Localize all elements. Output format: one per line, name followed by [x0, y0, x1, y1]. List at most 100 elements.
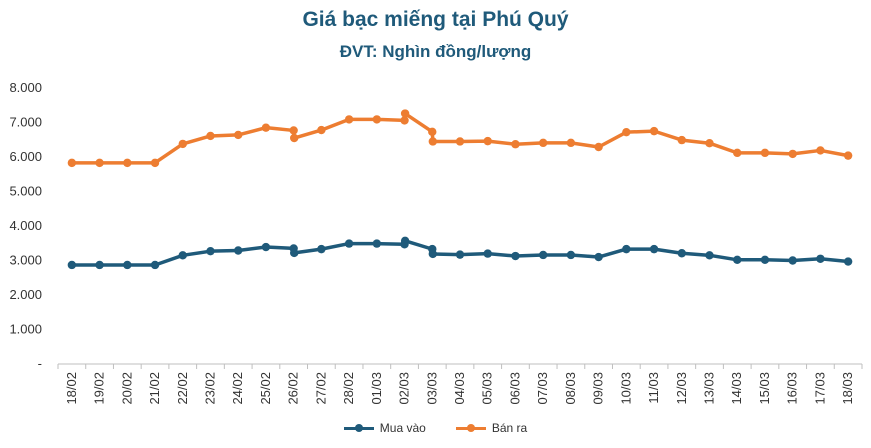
data-point-mua-vao	[843, 257, 853, 266]
data-point-ban-ra	[760, 148, 770, 158]
x-tick-label: 11/03	[646, 372, 661, 404]
data-point-ban-ra	[594, 142, 603, 152]
data-point-mua-vao	[788, 256, 797, 265]
data-point-ban-ra	[261, 123, 271, 132]
x-tick-label: 18/03	[840, 372, 855, 405]
data-point-ban-ra	[816, 146, 825, 155]
data-point-mua-vao	[95, 260, 104, 270]
y-tick-label: 2.000	[9, 287, 42, 302]
y-tick-label: -	[38, 356, 42, 371]
x-tick-label: 19/02	[92, 372, 107, 405]
data-point-mua-vao	[455, 250, 465, 259]
data-point-mua-vao	[123, 260, 132, 270]
data-point-ban-ra	[123, 158, 132, 168]
legend-item-mua-vao: Mua vào	[343, 421, 426, 435]
data-point-ban-ra	[400, 109, 410, 118]
x-tick-label: 20/02	[119, 372, 134, 405]
chart-subtitle: ĐVT: Nghìn đồng/lượng	[339, 42, 532, 61]
data-point-ban-ra	[428, 137, 438, 146]
x-tick-label: 24/02	[230, 372, 245, 405]
data-point-ban-ra	[150, 158, 160, 168]
data-point-mua-vao	[400, 236, 410, 246]
data-point-ban-ra	[289, 126, 298, 135]
data-point-mua-vao	[649, 244, 659, 254]
x-tick-label: 07/03	[535, 372, 550, 405]
data-point-ban-ra	[67, 158, 77, 168]
data-point-mua-vao	[261, 242, 271, 252]
data-point-mua-vao	[150, 260, 160, 270]
legend-label-ban-ra: Bán ra	[491, 421, 528, 435]
data-point-ban-ra	[566, 138, 576, 148]
data-point-mua-vao	[428, 249, 438, 259]
data-point-ban-ra	[400, 116, 409, 125]
data-point-ban-ra	[538, 138, 548, 148]
x-tick-label: 16/03	[785, 372, 800, 405]
x-tick-label: 28/02	[341, 372, 356, 405]
y-tick-label: 8.000	[9, 80, 42, 95]
x-tick-label: 22/02	[175, 372, 190, 405]
data-point-ban-ra	[234, 130, 243, 140]
data-point-ban-ra	[428, 127, 437, 137]
data-point-ban-ra	[455, 137, 465, 146]
data-point-mua-vao	[344, 239, 354, 248]
data-point-mua-vao	[483, 249, 492, 258]
data-point-mua-vao	[538, 250, 548, 260]
x-tick-label: 06/03	[507, 372, 522, 405]
legend-swatch-ban-ra	[455, 423, 486, 432]
data-point-ban-ra	[290, 133, 299, 143]
x-tick-label: 12/03	[674, 372, 689, 405]
data-point-ban-ra	[483, 136, 492, 146]
x-tick-label: 27/02	[313, 372, 328, 405]
x-tick-label: 03/03	[424, 372, 439, 405]
x-tick-label: 26/02	[286, 372, 301, 405]
y-tick-label: 3.000	[9, 253, 42, 268]
data-point-ban-ra	[206, 131, 215, 141]
legend-swatch-mua-vao	[343, 423, 374, 432]
chart-title: Giá bạc miếng tại Phú Quý	[302, 8, 569, 31]
x-tick-label: 23/02	[202, 372, 217, 405]
data-point-ban-ra	[511, 140, 520, 149]
legend-item-ban-ra: Bán ra	[455, 421, 528, 435]
data-point-mua-vao	[705, 251, 714, 260]
data-point-ban-ra	[733, 148, 742, 158]
data-point-mua-vao	[622, 244, 631, 254]
data-point-ban-ra	[95, 158, 104, 168]
legend-label-mua-vao: Mua vào	[379, 421, 426, 435]
data-point-ban-ra	[317, 125, 326, 135]
data-point-ban-ra	[622, 127, 631, 137]
data-point-mua-vao	[760, 255, 770, 265]
series-line-ban-ra	[71, 111, 849, 165]
legend: Mua vào Bán ra	[0, 421, 871, 435]
y-tick-label: 5.000	[9, 184, 42, 199]
x-tick-label: 02/03	[397, 372, 412, 405]
x-tick-label: 21/02	[147, 372, 162, 405]
data-point-ban-ra	[649, 126, 659, 136]
data-point-mua-vao	[566, 250, 576, 260]
x-tick-label: 13/03	[702, 372, 717, 405]
x-tick-label: 10/03	[618, 372, 633, 405]
x-tick-label: 25/02	[258, 372, 273, 405]
data-point-mua-vao	[677, 249, 686, 258]
data-point-ban-ra	[344, 115, 354, 124]
x-tick-label: 14/03	[729, 372, 744, 405]
y-tick-label: 4.000	[9, 218, 42, 233]
data-point-ban-ra	[843, 151, 853, 160]
data-point-mua-vao	[594, 252, 603, 262]
data-point-ban-ra	[677, 135, 686, 145]
data-point-mua-vao	[511, 251, 520, 261]
x-tick-label: 08/03	[563, 372, 578, 405]
data-point-mua-vao	[234, 246, 243, 255]
x-tick-label: 15/03	[757, 372, 772, 405]
x-tick-label: 09/03	[591, 372, 606, 405]
y-tick-label: 1.000	[9, 322, 42, 337]
x-tick-label: 18/02	[64, 372, 79, 405]
x-tick-label: 01/03	[369, 372, 384, 405]
data-point-ban-ra	[788, 149, 797, 159]
data-point-ban-ra	[372, 115, 382, 124]
data-point-mua-vao	[206, 246, 215, 256]
data-point-mua-vao	[816, 254, 825, 263]
x-tick-label: 05/03	[480, 372, 495, 405]
data-point-mua-vao	[290, 248, 299, 258]
data-point-mua-vao	[317, 244, 326, 254]
